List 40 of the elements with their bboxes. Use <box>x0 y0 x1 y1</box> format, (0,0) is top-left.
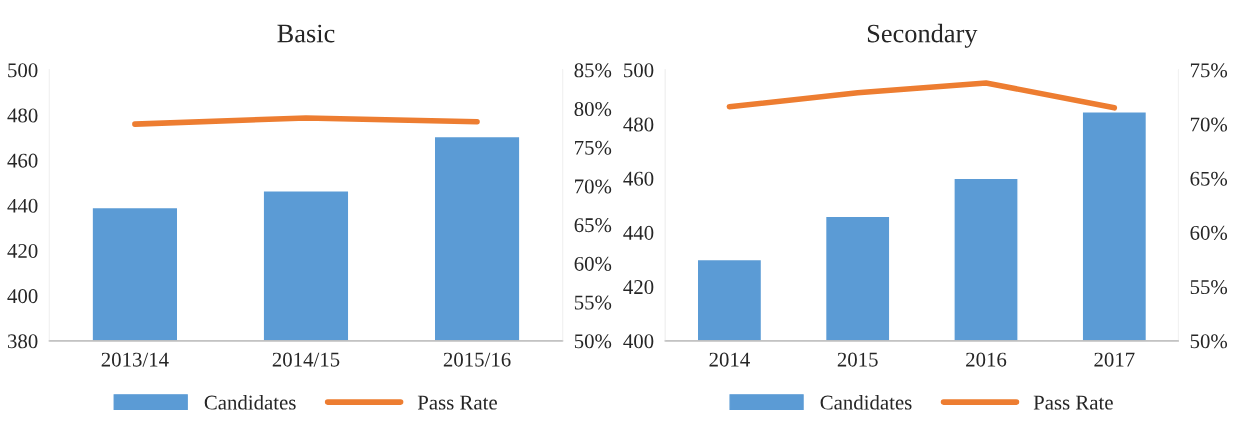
y2-tick-label: 55% <box>574 295 612 310</box>
y-tick-label: 500 <box>8 63 38 78</box>
y-tick-label: 480 <box>7 108 38 123</box>
chart-title: Secondary <box>867 23 978 48</box>
x-tick-label: 2017 <box>1094 352 1135 367</box>
y-tick-label: 500 <box>624 63 654 78</box>
y-tick-label: 420 <box>7 243 38 258</box>
y2-tick-label: 65% <box>574 218 612 233</box>
y2-tick-label: 75% <box>1190 63 1228 78</box>
legend-label: Pass Rate <box>1033 395 1113 410</box>
legend-label: Candidates <box>820 394 912 410</box>
x-tick-label: 2015 <box>837 352 878 367</box>
legend-label: Pass Rate <box>417 395 497 410</box>
x-tick-label: 2016 <box>966 352 1007 367</box>
x-tick-label: 2014/15 <box>272 352 340 367</box>
y2-tick-label: 50% <box>574 334 612 349</box>
x-tick-label: 2014 <box>709 352 750 367</box>
y-tick-label: 480 <box>623 117 654 132</box>
y2-tick-label: 55% <box>1190 280 1228 295</box>
y2-tick-label: 80% <box>574 102 612 117</box>
x-tick-label: 2013/14 <box>101 352 169 367</box>
y-tick-label: 460 <box>623 171 654 186</box>
y2-tick-label: 60% <box>574 256 612 271</box>
y-tick-label: 420 <box>623 280 654 295</box>
y-tick-label: 400 <box>7 289 38 304</box>
y-tick-label: 440 <box>623 225 654 240</box>
y2-tick-label: 60% <box>1190 225 1228 240</box>
y2-tick-label: 65% <box>1190 171 1228 186</box>
chart-title: Basic <box>277 24 335 43</box>
y2-tick-label: 75% <box>575 140 612 155</box>
y-tick-label: 460 <box>7 153 38 168</box>
legend-label: Candidates <box>204 394 296 410</box>
x-tick-label: 2015/16 <box>443 352 511 367</box>
y-tick-label: 400 <box>623 334 654 349</box>
y-tick-label: 440 <box>7 198 38 213</box>
y2-tick-label: 85% <box>574 63 612 78</box>
y2-tick-label: 50% <box>1190 334 1228 349</box>
y-tick-label: 380 <box>8 334 38 349</box>
y2-tick-label: 70% <box>1190 117 1228 132</box>
y2-tick-label: 70% <box>575 179 612 194</box>
